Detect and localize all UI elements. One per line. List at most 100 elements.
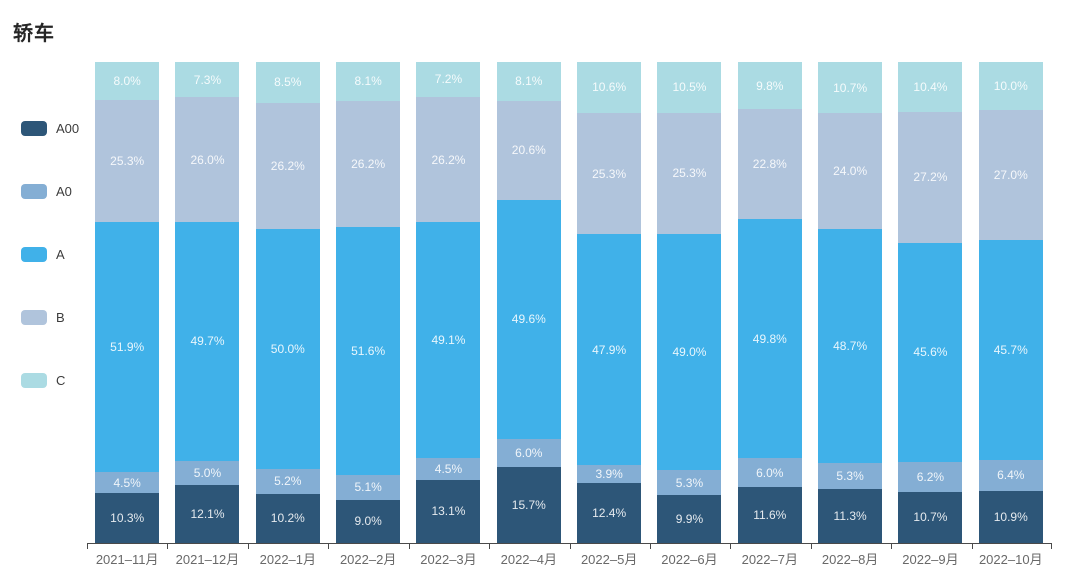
bar-segment-a[interactable]: 49.0% <box>657 234 722 470</box>
bar-segment-b[interactable]: 27.0% <box>978 110 1043 240</box>
bar-2022–3月[interactable]: 7.2% 26.2% 49.1% 4.5% 13.1% <box>416 62 481 543</box>
bar-segment-a[interactable]: 51.6% <box>336 226 401 476</box>
bar-segment-b[interactable]: 25.3% <box>577 112 642 235</box>
bar-segment-value: 25.3% <box>110 154 145 169</box>
bar-segment-b[interactable]: 20.6% <box>496 100 561 201</box>
bar-segment-value: 26.2% <box>431 152 466 167</box>
bar-segment-c[interactable]: 8.5% <box>255 62 320 103</box>
bar-2022–6月[interactable]: 10.5% 25.3% 49.0% 5.3% 9.9% <box>657 62 722 543</box>
bar-segment-a[interactable]: 50.0% <box>255 228 320 469</box>
legend-label: A <box>56 247 65 262</box>
bar-segment-b[interactable]: 22.8% <box>737 109 802 219</box>
legend-item-a0[interactable]: A0 <box>21 184 72 199</box>
bar-2022–5月[interactable]: 10.6% 25.3% 47.9% 3.9% 12.4% <box>577 62 642 543</box>
bar-segment-b[interactable]: 26.2% <box>336 100 401 227</box>
bar-segment-a0[interactable]: 6.4% <box>978 459 1043 491</box>
x-axis-label: 2022–7月 <box>741 552 798 567</box>
bar-segment-c[interactable]: 10.5% <box>657 62 722 113</box>
bar-segment-a00[interactable]: 13.1% <box>416 480 481 543</box>
bar-segment-a0[interactable]: 5.0% <box>175 460 240 485</box>
bar-segment-a00[interactable]: 11.6% <box>737 487 802 543</box>
bar-segment-a00[interactable]: 10.2% <box>255 493 320 543</box>
bar-segment-value: 49.7% <box>190 334 225 349</box>
bar-segment-a00[interactable]: 9.9% <box>657 495 722 543</box>
bar-segment-c[interactable]: 10.0% <box>978 62 1043 111</box>
bar-slot-2021–11月: 8.0% 25.3% 51.9% 4.5% 10.3% <box>87 62 167 543</box>
bar-segment-a0[interactable]: 5.3% <box>818 463 883 489</box>
bar-2022–2月[interactable]: 8.1% 26.2% 51.6% 5.1% 9.0% <box>336 62 401 543</box>
bar-segment-a0[interactable]: 6.2% <box>898 461 963 492</box>
bar-segment-a00[interactable]: 11.3% <box>818 488 883 543</box>
bar-segment-a[interactable]: 48.7% <box>818 228 883 464</box>
bar-segment-a0[interactable]: 4.5% <box>95 471 160 494</box>
bar-segment-a[interactable]: 49.1% <box>416 222 481 459</box>
bar-segment-value: 9.0% <box>354 514 382 529</box>
bar-segment-value: 9.9% <box>675 512 704 527</box>
bar-segment-c[interactable]: 9.8% <box>737 62 802 110</box>
bar-segment-a[interactable]: 45.6% <box>898 242 963 462</box>
bar-segment-c[interactable]: 7.2% <box>416 62 481 97</box>
legend-item-b[interactable]: B <box>21 310 65 325</box>
legend-swatch-c <box>21 373 47 388</box>
bar-segment-value: 10.4% <box>913 79 948 94</box>
bar-segment-a0[interactable]: 5.3% <box>657 469 722 496</box>
bar-segment-b[interactable]: 27.2% <box>898 111 963 243</box>
bar-segment-a[interactable]: 49.6% <box>496 200 561 439</box>
bar-segment-value: 49.1% <box>431 333 466 348</box>
bar-segment-a[interactable]: 49.8% <box>737 218 802 459</box>
bar-segment-b[interactable]: 26.2% <box>416 96 481 223</box>
legend-item-a00[interactable]: A00 <box>21 121 79 136</box>
bar-segment-a[interactable]: 45.7% <box>978 239 1043 460</box>
bar-segment-c[interactable]: 10.4% <box>898 62 963 112</box>
bar-segment-b[interactable]: 26.2% <box>255 102 320 229</box>
bar-segment-a00[interactable]: 12.1% <box>175 484 240 543</box>
bar-segment-a0[interactable]: 5.2% <box>255 468 320 494</box>
bar-segment-value: 45.7% <box>993 342 1028 357</box>
bar-segment-value: 5.3% <box>675 475 704 490</box>
bar-2022–7月[interactable]: 9.8% 22.8% 49.8% 6.0% 11.6% <box>737 62 802 543</box>
bar-segment-a00[interactable]: 9.0% <box>336 499 401 543</box>
bar-segment-a[interactable]: 47.9% <box>577 234 642 465</box>
bar-segment-a00[interactable]: 10.7% <box>898 491 963 543</box>
bar-segment-a0[interactable]: 5.1% <box>336 475 401 500</box>
bar-segment-value: 27.0% <box>993 168 1028 183</box>
bar-segment-c[interactable]: 7.3% <box>175 62 240 98</box>
bar-segment-a00[interactable]: 15.7% <box>496 467 561 543</box>
bar-2022–4月[interactable]: 8.1% 20.6% 49.6% 6.0% 15.7% <box>496 62 561 543</box>
bar-segment-c[interactable]: 10.7% <box>818 62 883 114</box>
bar-segment-b[interactable]: 24.0% <box>818 113 883 229</box>
bar-segment-value: 12.4% <box>592 506 627 521</box>
bar-segment-a0[interactable]: 6.0% <box>496 438 561 468</box>
x-axis-tick <box>167 544 169 549</box>
bar-2021–12月[interactable]: 7.3% 26.0% 49.7% 5.0% 12.1% <box>175 62 240 543</box>
bar-2021–11月[interactable]: 8.0% 25.3% 51.9% 4.5% 10.3% <box>95 62 160 543</box>
bar-2022–10月[interactable]: 10.0% 27.0% 45.7% 6.4% 10.9% <box>978 62 1043 543</box>
bar-segment-a0[interactable]: 6.0% <box>737 458 802 488</box>
bar-segment-b[interactable]: 25.3% <box>95 100 160 223</box>
bar-2022–1月[interactable]: 8.5% 26.2% 50.0% 5.2% 10.2% <box>255 62 320 543</box>
bar-segment-a[interactable]: 49.7% <box>175 221 240 461</box>
bar-segment-b[interactable]: 25.3% <box>657 112 722 235</box>
bar-segment-a00[interactable]: 10.9% <box>978 490 1043 543</box>
bar-segment-c[interactable]: 8.0% <box>95 62 160 101</box>
bar-2022–8月[interactable]: 10.7% 24.0% 48.7% 5.3% 11.3% <box>818 62 883 543</box>
bar-segment-a00[interactable]: 10.3% <box>95 493 160 543</box>
bar-slot-2022–6月: 10.5% 25.3% 49.0% 5.3% 9.9% <box>649 62 729 543</box>
bar-segment-a0[interactable]: 3.9% <box>577 464 642 484</box>
bar-segment-b[interactable]: 26.0% <box>175 97 240 222</box>
bar-segment-a0[interactable]: 4.5% <box>416 458 481 481</box>
bar-segment-c[interactable]: 8.1% <box>336 62 401 101</box>
bar-segment-c[interactable]: 8.1% <box>496 62 561 101</box>
legend-item-a[interactable]: A <box>21 247 65 262</box>
bar-segment-a[interactable]: 51.9% <box>95 222 160 472</box>
bar-2022–9月[interactable]: 10.4% 27.2% 45.6% 6.2% 10.7% <box>898 62 963 543</box>
bar-segment-a00[interactable]: 12.4% <box>577 483 642 543</box>
legend-item-c[interactable]: C <box>21 373 65 388</box>
chart-title: 轿车 <box>13 23 55 45</box>
bar-segment-value: 47.9% <box>592 342 627 357</box>
bar-segment-value: 11.6% <box>753 508 787 523</box>
bar-segment-value: 11.3% <box>833 508 867 523</box>
bar-segment-c[interactable]: 10.6% <box>577 62 642 113</box>
bar-segment-value: 8.5% <box>274 75 302 90</box>
